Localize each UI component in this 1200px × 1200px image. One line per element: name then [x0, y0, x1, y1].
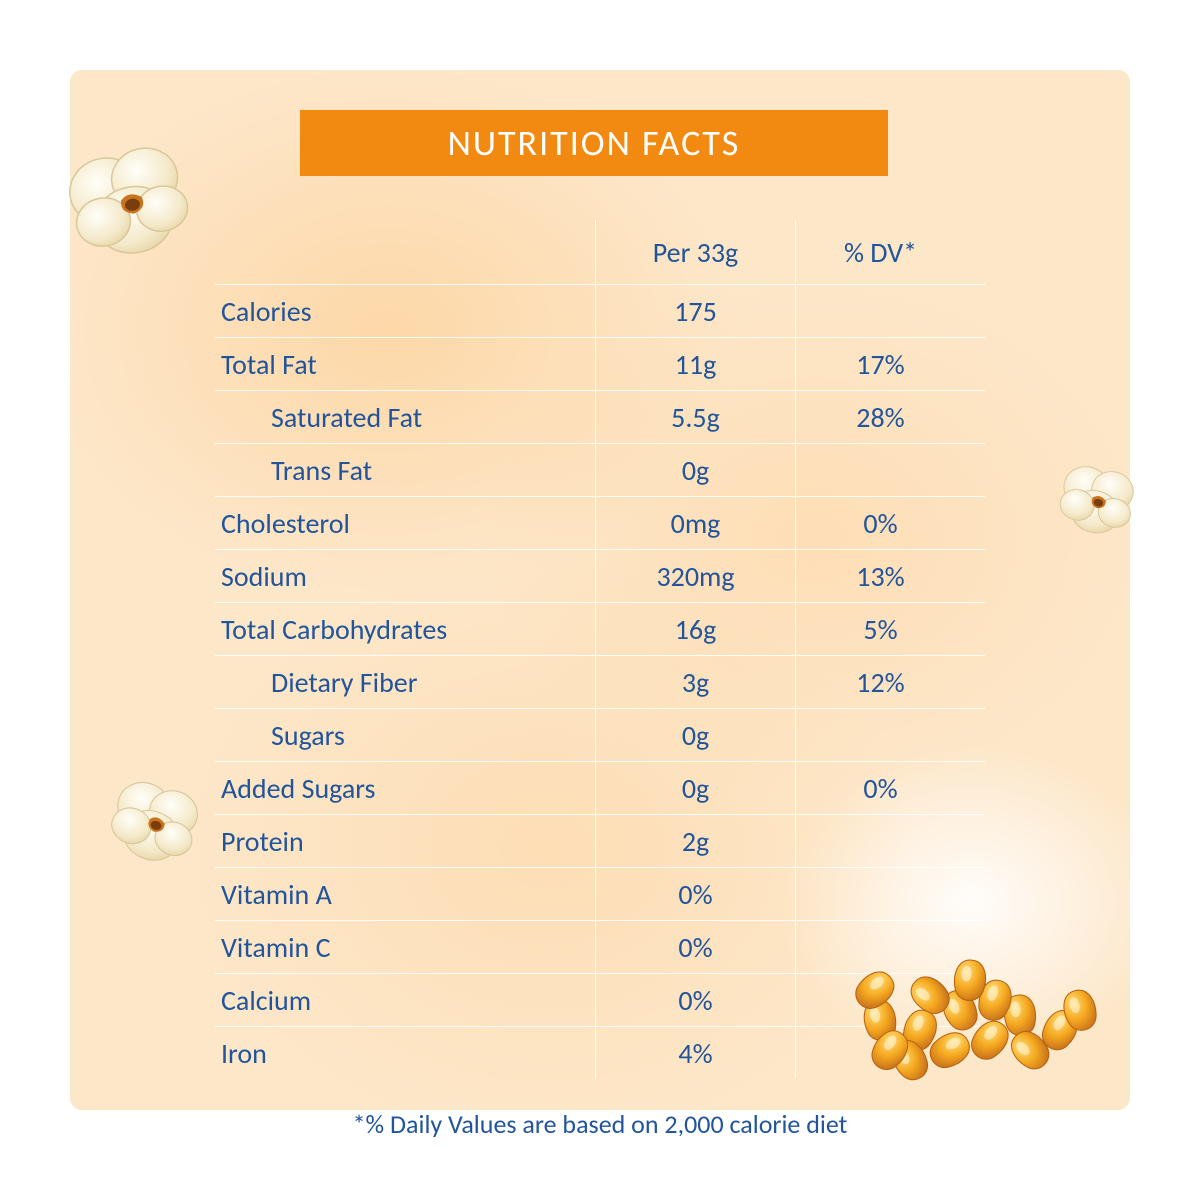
nutrient-label: Calcium: [215, 983, 595, 1018]
header-dv: % DV*: [795, 220, 965, 284]
popcorn-icon: [44, 118, 218, 292]
nutrient-label: Vitamin A: [215, 877, 595, 912]
nutrient-dv: 5%: [795, 603, 965, 655]
table-row: Total Carbohydrates16g5%: [215, 603, 985, 656]
nutrient-amount: 320mg: [595, 550, 795, 602]
nutrient-dv: 17%: [795, 338, 965, 390]
nutrient-amount: 0%: [595, 921, 795, 973]
nutrient-amount: 11g: [595, 338, 795, 390]
nutrient-amount: 0g: [595, 762, 795, 814]
nutrient-label: Sugars: [215, 718, 595, 753]
nutrient-label: Added Sugars: [215, 771, 595, 806]
corn-kernels-icon: [820, 900, 1120, 1090]
nutrient-amount: 0%: [595, 868, 795, 920]
footnote: *% Daily Values are based on 2,000 calor…: [0, 1108, 1200, 1140]
table-row: Cholesterol0mg0%: [215, 497, 985, 550]
nutrient-amount: 4%: [595, 1027, 795, 1079]
nutrient-label: Trans Fat: [215, 453, 595, 488]
table-header-row: Per 33g % DV*: [215, 220, 985, 285]
nutrient-label: Total Carbohydrates: [215, 612, 595, 647]
nutrient-label: Total Fat: [215, 347, 595, 382]
table-row: Saturated Fat5.5g28%: [215, 391, 985, 444]
nutrient-amount: 5.5g: [595, 391, 795, 443]
nutrient-amount: 16g: [595, 603, 795, 655]
table-row: Total Fat11g17%: [215, 338, 985, 391]
nutrient-amount: 0mg: [595, 497, 795, 549]
nutrient-dv: 0%: [795, 497, 965, 549]
nutrient-amount: 2g: [595, 815, 795, 867]
nutrient-dv: 12%: [795, 656, 965, 708]
nutrient-label: Calories: [215, 294, 595, 329]
nutrient-label: Vitamin C: [215, 930, 595, 965]
nutrient-dv: [795, 815, 965, 867]
title-bar: NUTRITION FACTS: [300, 110, 888, 176]
nutrient-amount: 175: [595, 285, 795, 337]
nutrient-label: Sodium: [215, 559, 595, 594]
header-per-serving: Per 33g: [595, 220, 795, 284]
table-row: Trans Fat0g: [215, 444, 985, 497]
nutrient-dv: [795, 709, 965, 761]
nutrient-dv: 28%: [795, 391, 965, 443]
table-row: Dietary Fiber3g12%: [215, 656, 985, 709]
nutrient-label: Cholesterol: [215, 506, 595, 541]
nutrient-dv: [795, 444, 965, 496]
nutrient-amount: 3g: [595, 656, 795, 708]
nutrient-dv: 0%: [795, 762, 965, 814]
nutrient-label: Dietary Fiber: [215, 665, 595, 700]
nutrient-amount: 0g: [595, 709, 795, 761]
table-row: Sugars0g: [215, 709, 985, 762]
nutrient-dv: [795, 285, 965, 337]
table-row: Calories175: [215, 285, 985, 338]
table-row: Protein2g: [215, 815, 985, 868]
nutrient-amount: 0g: [595, 444, 795, 496]
nutrition-panel: NUTRITION FACTS Per 33g % DV* Calories17…: [0, 0, 1200, 1200]
nutrient-amount: 0%: [595, 974, 795, 1026]
nutrient-label: Saturated Fat: [215, 400, 595, 435]
table-row: Added Sugars0g0%: [215, 762, 985, 815]
nutrient-label: Iron: [215, 1036, 595, 1071]
nutrient-label: Protein: [215, 824, 595, 859]
table-row: Sodium320mg13%: [215, 550, 985, 603]
nutrient-dv: 13%: [795, 550, 965, 602]
